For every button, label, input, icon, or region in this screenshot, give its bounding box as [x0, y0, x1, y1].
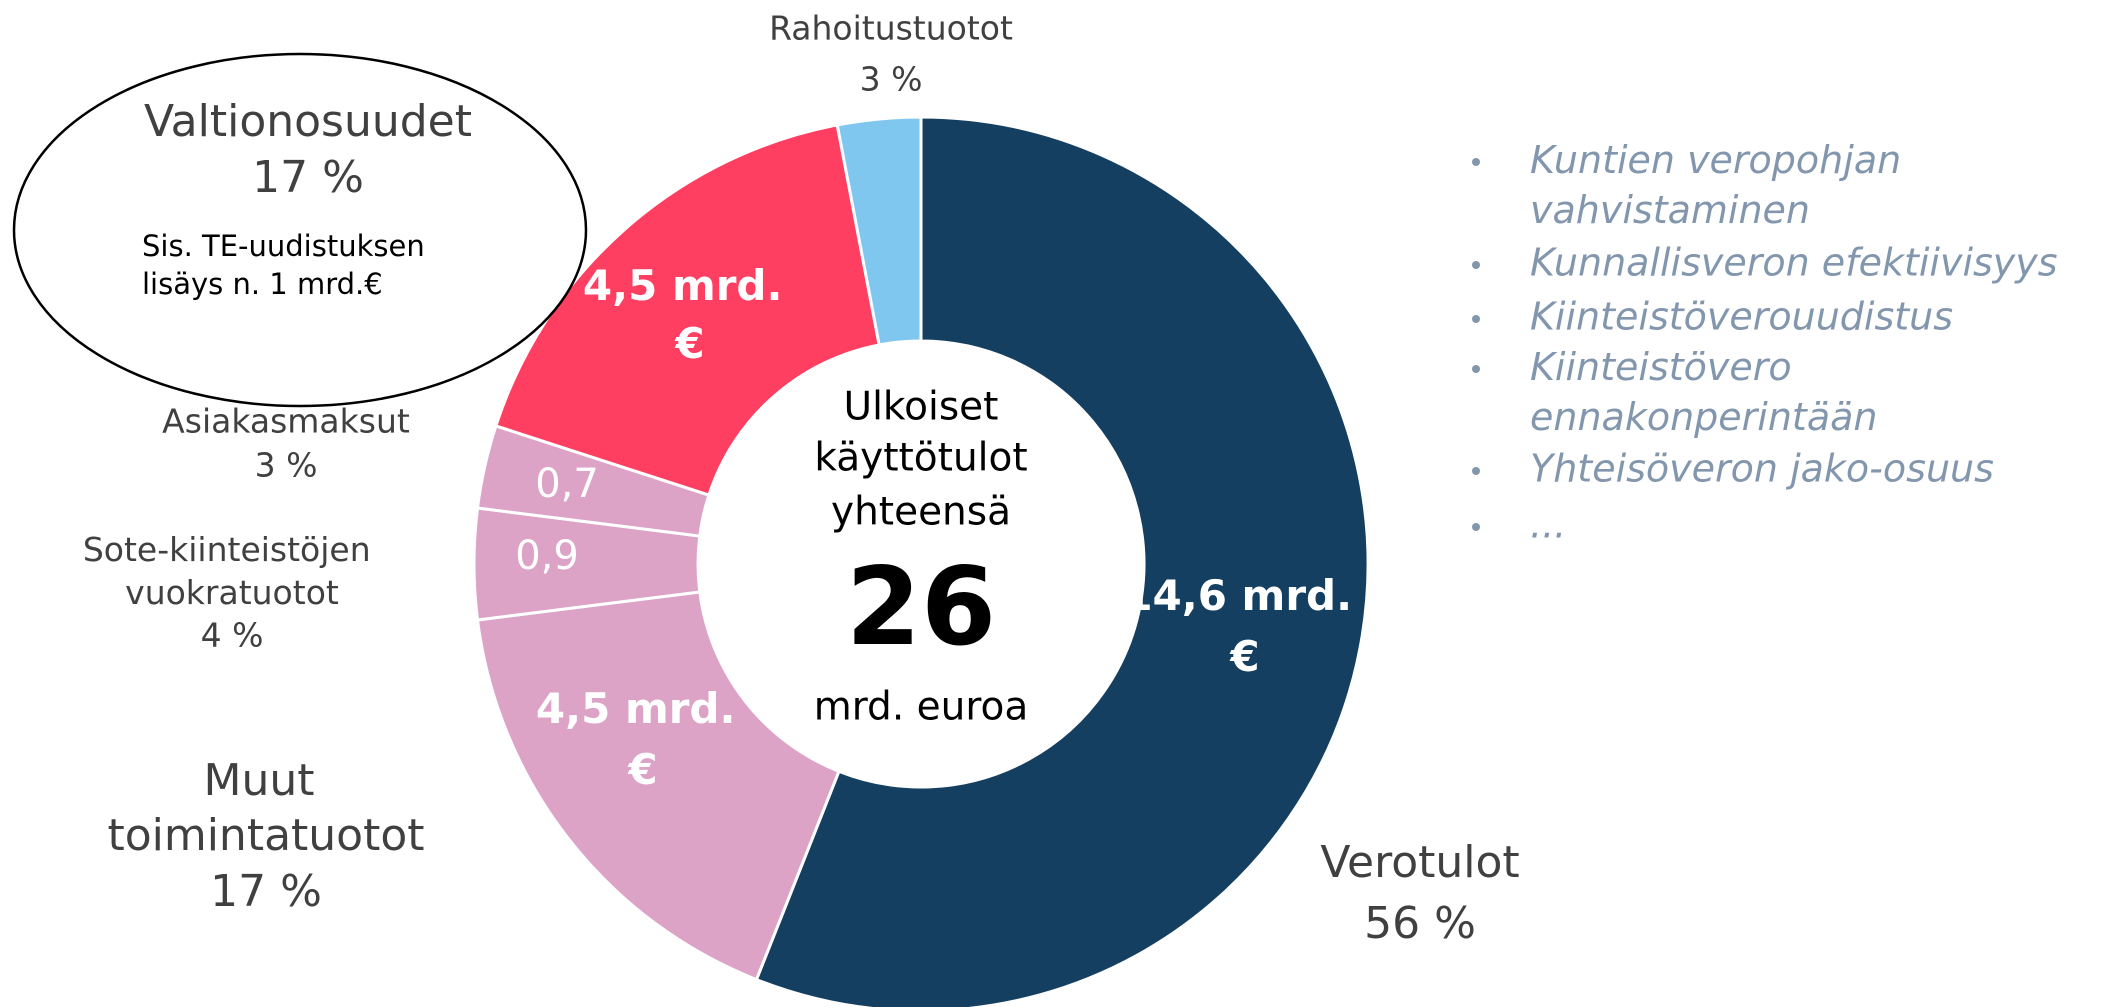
percent-label: 56 % — [1364, 898, 1476, 949]
amount-label: 0,9 — [515, 533, 579, 579]
amount-label: 14,6 mrd. € — [1123, 571, 1366, 681]
percent-label: 4 % — [201, 616, 264, 655]
category-label: Valtionosuudet — [144, 96, 472, 147]
category-label: Sote-kiinteistöjen vuokratuotot — [83, 530, 381, 612]
bullet-text: Kunnallisveron efektiivisyys — [1530, 241, 2058, 285]
center-text: Ulkoiset — [844, 385, 999, 430]
percent-label: 3 % — [255, 446, 318, 485]
bullet-text: Yhteisöveron jako-osuus — [1530, 447, 1994, 491]
bullet-text: Kuntien veropohjan vahvistaminen — [1530, 138, 1913, 232]
percent-label: 17 % — [210, 866, 322, 917]
bullet-text: ... — [1530, 503, 1566, 547]
donut-segment — [754, 115, 1370, 1007]
bullet-dot — [1472, 261, 1480, 269]
bullet-dot — [1472, 315, 1480, 323]
center-text: mrd. euroa — [814, 685, 1029, 730]
bullet-dot — [1472, 523, 1480, 531]
category-label: Verotulot — [1320, 837, 1519, 888]
percent-label: 3 % — [860, 60, 923, 99]
center-text: yhteensä — [831, 490, 1011, 535]
bullet-dot — [1472, 365, 1480, 373]
donut-segment — [835, 115, 923, 347]
bullet-text: Kiinteistöverouudistus — [1530, 295, 1953, 339]
category-label: Rahoitustuotot — [769, 9, 1013, 48]
donut-segment — [475, 590, 841, 982]
annotation-ellipse — [12, 52, 588, 408]
center-text: käyttötulot — [814, 436, 1027, 481]
amount-label: 4,5 mrd. € — [583, 261, 797, 368]
percent-label: 17 % — [252, 152, 364, 203]
category-label: Muut toimintatuotot — [107, 755, 424, 861]
amount-label: 0,7 — [535, 461, 599, 507]
bullet-dot — [1472, 467, 1480, 475]
donut-segment — [493, 123, 881, 497]
annotation-text: Sis. TE-uudistuksen — [142, 229, 425, 263]
annotation-text: lisäys n. 1 mrd.€ — [142, 267, 383, 301]
amount-label: 4,5 mrd. € — [536, 684, 750, 794]
category-label: Asiakasmaksut — [162, 402, 410, 441]
bullet-text: Kiinteistövero ennakonperintään — [1530, 345, 1878, 439]
center-total: 26 — [846, 545, 996, 670]
bullet-dot — [1472, 158, 1480, 166]
